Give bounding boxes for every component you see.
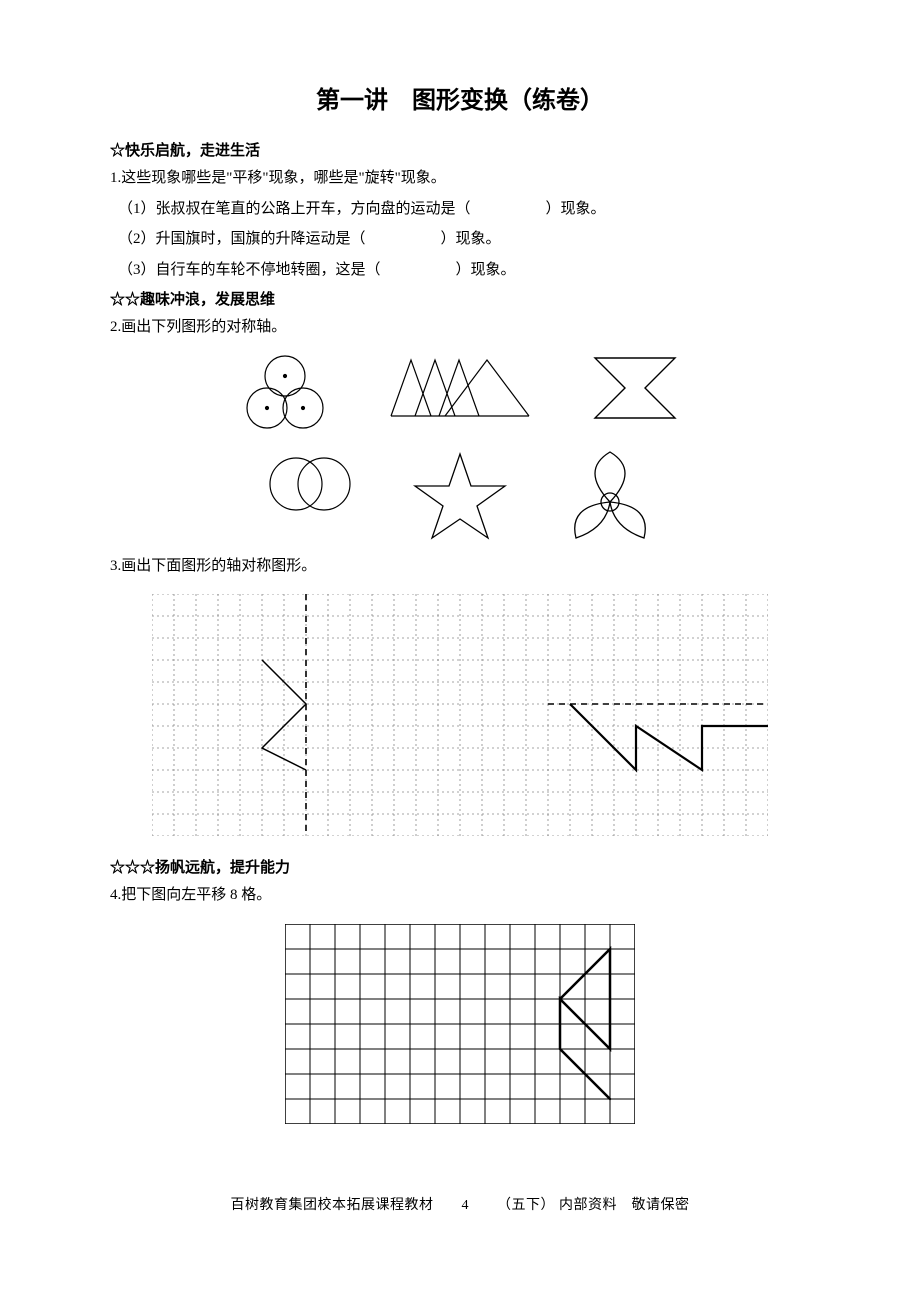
footer-page: 4 xyxy=(462,1198,470,1213)
fig-petals xyxy=(560,448,660,544)
fig-two-circles xyxy=(260,448,360,520)
fig-hourglass xyxy=(585,350,685,426)
q1-3: （3）自行车的车轮不停地转圈，这是（ ）现象。 xyxy=(110,256,810,285)
q1-1: （1）张叔叔在笔直的公路上开车，方向盘的运动是（ ）现象。 xyxy=(110,195,810,224)
q3: 3.画出下面图形的轴对称图形。 xyxy=(110,552,810,581)
grid2-wrap xyxy=(110,924,810,1124)
fig-triangles xyxy=(385,350,535,430)
q4: 4.把下图向左平移 8 格。 xyxy=(110,881,810,910)
q1-intro: 1.这些现象哪些是"平移"现象，哪些是"旋转"现象。 xyxy=(110,164,810,193)
figures-row-1 xyxy=(110,350,810,440)
grid2 xyxy=(285,924,635,1124)
section2-header: ☆☆趣味冲浪，发展思维 xyxy=(110,288,810,309)
page-title: 第一讲 图形变换（练卷） xyxy=(110,80,810,115)
section1-header: ☆快乐启航，走进生活 xyxy=(110,139,810,160)
footer-right: （五下） 内部资料 敬请保密 xyxy=(497,1198,690,1213)
q2: 2.画出下列图形的对称轴。 xyxy=(110,313,810,342)
figures-row-2 xyxy=(110,448,810,544)
q1-2: （2）升国旗时，国旗的升降运动是（ ）现象。 xyxy=(110,225,810,254)
footer-left: 百树教育集团校本拓展课程教材 xyxy=(231,1198,434,1213)
grid1 xyxy=(152,594,768,836)
section3-header: ☆☆☆扬帆远航，提升能力 xyxy=(110,856,810,877)
fig-star xyxy=(410,448,510,544)
fig-three-circles xyxy=(235,350,335,440)
footer: 百树教育集团校本拓展课程教材 4 （五下） 内部资料 敬请保密 xyxy=(110,1194,810,1214)
grid1-wrap xyxy=(110,594,810,836)
